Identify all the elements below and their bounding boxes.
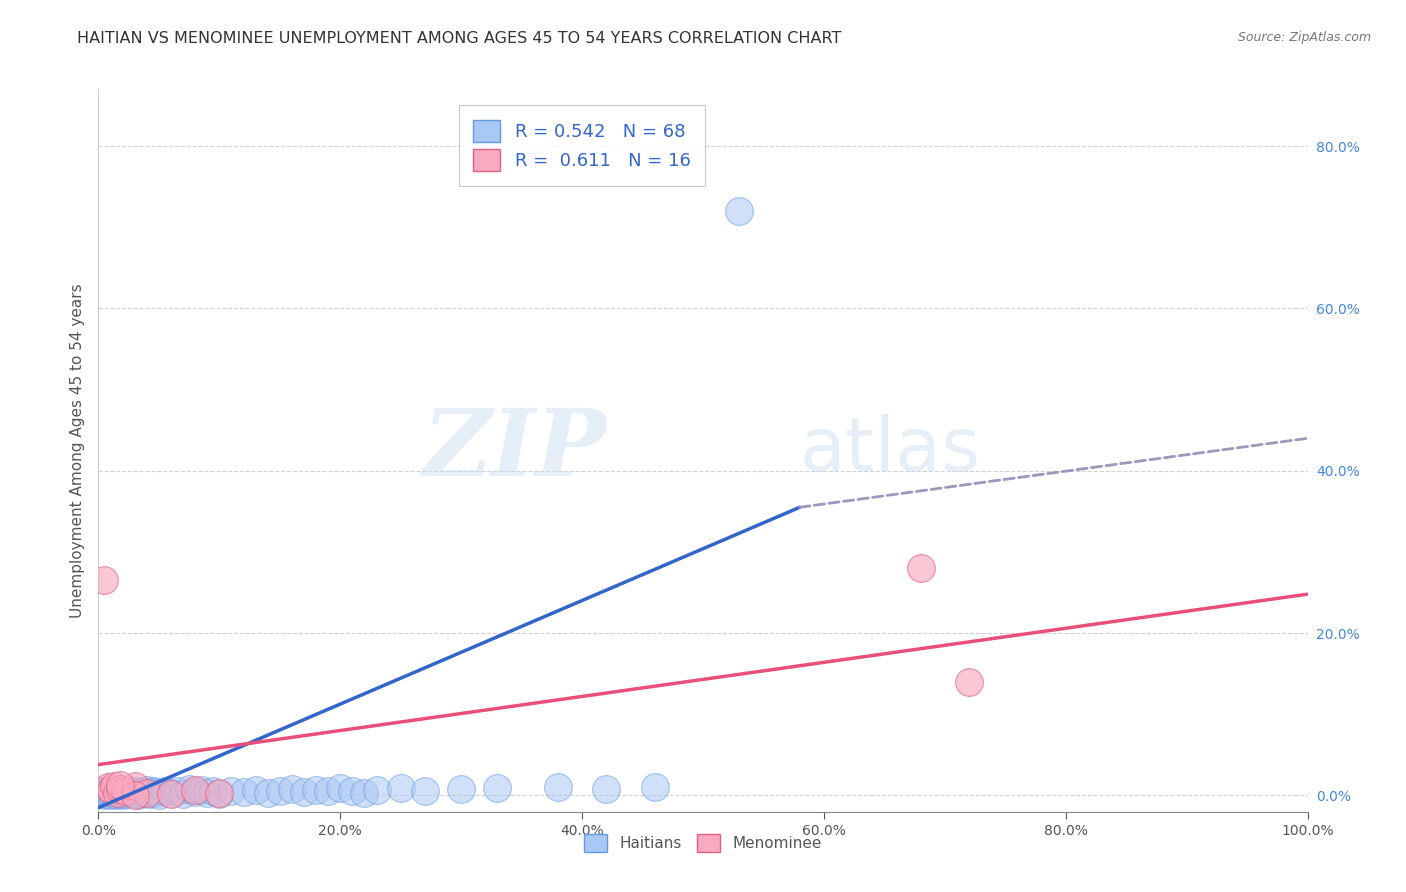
Point [108, 778, 131, 792]
Point [93, 574, 115, 588]
Point [94, 786, 117, 800]
Point [269, 784, 291, 798]
Point [105, 788, 128, 802]
Point [232, 785, 254, 799]
Point [134, 784, 156, 798]
Point [138, 787, 160, 801]
Point [128, 785, 150, 799]
Point [100, 788, 122, 802]
Text: Source: ZipAtlas.com: Source: ZipAtlas.com [1237, 31, 1371, 45]
Point [256, 786, 278, 800]
Point [221, 783, 243, 797]
Point [450, 782, 472, 797]
Point [172, 787, 194, 801]
Point [547, 780, 569, 795]
Point [114, 784, 136, 798]
Point [127, 788, 149, 802]
Point [131, 786, 153, 800]
Point [148, 788, 170, 802]
Point [97, 780, 120, 795]
Point [316, 784, 339, 798]
Point [105, 786, 128, 800]
Point [208, 786, 231, 800]
Point [108, 787, 131, 801]
Point [98, 785, 121, 799]
Point [245, 782, 267, 797]
Point [91, 787, 114, 801]
Point [93, 788, 115, 802]
Point [108, 782, 131, 797]
Point [91, 785, 114, 799]
Point [281, 782, 304, 797]
Point [190, 782, 212, 797]
Point [127, 787, 149, 801]
Point [957, 674, 980, 689]
Point [595, 782, 617, 797]
Point [366, 782, 388, 797]
Text: atlas: atlas [800, 414, 981, 487]
Point [166, 783, 188, 797]
Point [208, 787, 231, 801]
Point [160, 787, 183, 801]
Point [910, 561, 932, 575]
Legend: Haitians, Menominee: Haitians, Menominee [578, 828, 828, 858]
Point [112, 786, 135, 800]
Point [184, 785, 207, 799]
Point [103, 779, 125, 793]
Point [292, 785, 315, 799]
Point [141, 785, 163, 799]
Point [342, 783, 364, 797]
Point [135, 786, 157, 800]
Point [145, 786, 167, 800]
Point [486, 781, 509, 796]
Y-axis label: Unemployment Among Ages 45 to 54 years: Unemployment Among Ages 45 to 54 years [69, 283, 84, 618]
Point [135, 782, 157, 797]
Point [179, 782, 201, 797]
Point [124, 788, 146, 802]
Point [118, 785, 141, 799]
Point [184, 782, 207, 797]
Point [100, 782, 122, 797]
Point [124, 784, 146, 798]
Point [644, 780, 666, 794]
Point [96, 783, 118, 797]
Point [108, 783, 131, 797]
Point [115, 787, 138, 801]
Point [413, 784, 436, 798]
Point [90, 784, 112, 798]
Point [107, 786, 129, 800]
Point [153, 784, 176, 798]
Point [110, 785, 132, 799]
Point [143, 783, 166, 797]
Point [160, 786, 183, 800]
Point [728, 204, 751, 219]
Point [100, 786, 122, 800]
Point [305, 782, 328, 797]
Point [114, 784, 136, 798]
Point [103, 787, 125, 801]
Point [202, 784, 225, 798]
Text: ZIP: ZIP [422, 406, 606, 495]
Point [353, 786, 375, 800]
Point [101, 784, 124, 798]
Point [104, 785, 127, 799]
Point [97, 787, 120, 801]
Point [124, 779, 146, 793]
Point [121, 786, 143, 800]
Text: HAITIAN VS MENOMINEE UNEMPLOYMENT AMONG AGES 45 TO 54 YEARS CORRELATION CHART: HAITIAN VS MENOMINEE UNEMPLOYMENT AMONG … [77, 31, 842, 46]
Point [195, 786, 218, 800]
Point [389, 781, 412, 796]
Point [329, 781, 352, 796]
Point [118, 783, 141, 797]
Point [111, 788, 134, 802]
